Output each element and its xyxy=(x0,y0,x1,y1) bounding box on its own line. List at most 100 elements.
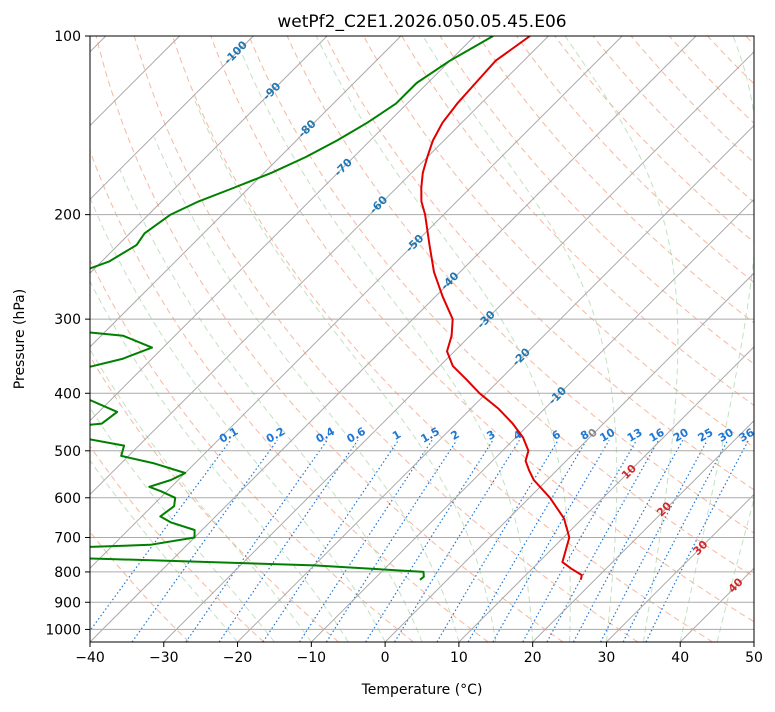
dry-adiabat xyxy=(90,355,339,642)
isotherm-line xyxy=(90,36,254,201)
mixing-ratio-line xyxy=(572,440,684,642)
x-tick-label: 10 xyxy=(450,650,468,666)
isotherm-line xyxy=(90,36,697,642)
mixing-ratio-line xyxy=(522,439,638,642)
dry-adiabat xyxy=(668,36,754,124)
grid xyxy=(90,36,754,642)
dry-adiabat xyxy=(95,36,564,642)
temperature-line xyxy=(420,36,583,581)
isotherm-line xyxy=(384,272,754,642)
moist-adiabat xyxy=(90,459,238,642)
dry-adiabat xyxy=(133,36,639,642)
isotherm-line xyxy=(90,36,623,569)
mixing-ratio-line xyxy=(467,439,588,642)
isotherm-line xyxy=(90,36,402,348)
y-axis-label: Pressure (hPa) xyxy=(12,289,28,389)
mixing-ratio-label: 0.4 xyxy=(314,425,338,446)
isotherm-line xyxy=(163,51,754,642)
isotherm-line xyxy=(90,36,549,496)
isotherm-label: -40 xyxy=(438,269,461,292)
dry-adiabat xyxy=(439,36,754,365)
mixing-ratio-line xyxy=(546,440,660,642)
moist-adiabat xyxy=(119,169,423,642)
x-tick-label: 20 xyxy=(524,650,542,666)
mixing-ratio-line xyxy=(492,439,610,642)
dry-adiabat xyxy=(324,36,754,491)
dry-adiabat xyxy=(286,36,754,534)
x-tick-label: −20 xyxy=(223,650,253,666)
mixing-ratio-line xyxy=(131,439,278,642)
mixing-ratio-line xyxy=(394,439,520,642)
mixing-ratio-labels: 0.1 0.2 0.4 0.6 1 1.5 2 3 4 6 8 10 13 16 20 25 30 36 xyxy=(217,425,757,446)
mixing-ratio-line xyxy=(299,439,433,642)
y-tick-label: 900 xyxy=(54,595,81,611)
x-axis-ticks: −40 −30 −20 −10 0 10 20 30 40 50 xyxy=(75,642,763,666)
mixing-ratio-label: 6 xyxy=(550,428,563,443)
isotherm-line xyxy=(90,36,476,422)
dry-adiabat xyxy=(771,23,775,642)
y-tick-label: 700 xyxy=(54,531,81,547)
x-tick-label: −30 xyxy=(149,650,179,666)
isotherm-label: 20 xyxy=(654,499,674,519)
mixing-ratio-label: 1.5 xyxy=(419,425,442,446)
background-lines xyxy=(90,23,775,642)
mixing-ratio-line xyxy=(218,439,359,642)
dry-adiabat xyxy=(363,36,754,448)
isotherm-line xyxy=(458,346,754,642)
y-tick-label: 600 xyxy=(54,491,81,507)
x-tick-label: −40 xyxy=(75,650,105,666)
x-tick-label: 50 xyxy=(745,650,763,666)
mixing-ratio-line xyxy=(325,439,458,642)
mixing-ratio-label: 10 xyxy=(598,426,618,445)
x-tick-label: 40 xyxy=(671,650,689,666)
y-tick-label: 100 xyxy=(54,29,81,45)
mixing-ratio-line xyxy=(622,440,729,642)
isotherm-line xyxy=(753,641,754,642)
moist-adiabat xyxy=(192,95,497,642)
series-lines xyxy=(90,36,583,581)
moist-adiabat xyxy=(564,36,679,642)
dry-adiabat xyxy=(401,36,754,407)
dry-adiabat xyxy=(210,36,754,623)
plot-frame xyxy=(89,35,755,643)
isotherm-label: -20 xyxy=(510,345,533,368)
moist-adiabat xyxy=(716,497,754,642)
isotherm-line xyxy=(532,419,754,642)
mixing-ratio-label: 20 xyxy=(671,426,691,445)
dewpoint-line xyxy=(90,36,494,581)
y-tick-label: 500 xyxy=(54,444,81,460)
x-axis-label: Temperature (°C) xyxy=(361,682,483,698)
dry-adiabat xyxy=(90,445,265,642)
mixing-ratio-label: 36 xyxy=(737,426,757,445)
isotherm-line xyxy=(606,493,754,642)
y-tick-label: 800 xyxy=(54,565,81,581)
x-tick-label: 0 xyxy=(381,650,390,666)
isotherm-label: -60 xyxy=(367,193,390,216)
dry-adiabat xyxy=(248,36,754,578)
mixing-ratio-line xyxy=(262,439,399,642)
y-tick-label: 200 xyxy=(54,208,81,224)
isotherm-line xyxy=(310,198,754,642)
x-tick-label: 30 xyxy=(598,650,616,666)
mixing-ratio-label: 0.1 xyxy=(217,425,240,446)
moist-adiabat xyxy=(679,36,754,642)
chart-title: wetPf2_C2E1.2026.050.05.45.E06 xyxy=(277,12,566,32)
mixing-ratio-line xyxy=(90,439,231,632)
mixing-ratio-label: 25 xyxy=(696,426,716,445)
isotherm-line xyxy=(237,124,754,642)
x-tick-label: −10 xyxy=(297,650,327,666)
mixing-ratio-line xyxy=(365,439,494,642)
mixing-ratio-label: 2 xyxy=(448,428,461,443)
moist-adiabat xyxy=(422,36,618,642)
mixing-ratio-label: 0.6 xyxy=(344,425,368,446)
moist-adiabat xyxy=(90,198,386,642)
mixing-ratio-label: 16 xyxy=(647,426,667,445)
mixing-ratio-label: 1 xyxy=(390,428,403,443)
moist-adiabat xyxy=(240,50,534,642)
isotherm-line xyxy=(90,36,328,274)
dry-adiabat xyxy=(90,149,489,642)
moist-adiabat xyxy=(90,348,312,642)
